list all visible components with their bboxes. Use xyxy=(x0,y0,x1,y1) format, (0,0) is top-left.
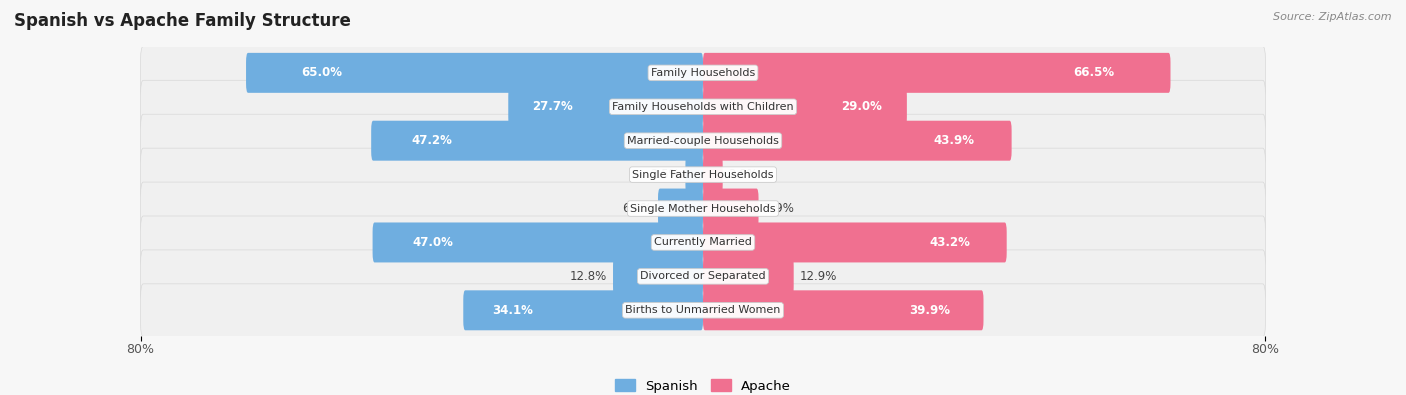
Text: 43.2%: 43.2% xyxy=(929,236,970,249)
Text: Currently Married: Currently Married xyxy=(654,237,752,247)
FancyBboxPatch shape xyxy=(371,121,703,161)
Text: Births to Unmarried Women: Births to Unmarried Women xyxy=(626,305,780,315)
Text: 6.4%: 6.4% xyxy=(623,202,652,215)
Text: 39.9%: 39.9% xyxy=(908,304,950,317)
FancyBboxPatch shape xyxy=(703,87,907,127)
Text: 65.0%: 65.0% xyxy=(301,66,342,79)
FancyBboxPatch shape xyxy=(141,182,1265,235)
Text: 2.5%: 2.5% xyxy=(650,168,681,181)
FancyBboxPatch shape xyxy=(246,53,703,93)
FancyBboxPatch shape xyxy=(703,53,1170,93)
Text: 12.9%: 12.9% xyxy=(799,270,837,283)
Text: Source: ZipAtlas.com: Source: ZipAtlas.com xyxy=(1274,12,1392,22)
Text: 34.1%: 34.1% xyxy=(492,304,533,317)
FancyBboxPatch shape xyxy=(703,290,984,330)
Text: 29.0%: 29.0% xyxy=(842,100,883,113)
Text: Married-couple Households: Married-couple Households xyxy=(627,136,779,146)
Text: Family Households: Family Households xyxy=(651,68,755,78)
FancyBboxPatch shape xyxy=(703,256,793,296)
Text: 47.0%: 47.0% xyxy=(412,236,453,249)
FancyBboxPatch shape xyxy=(141,216,1265,269)
FancyBboxPatch shape xyxy=(141,80,1265,133)
Text: Spanish vs Apache Family Structure: Spanish vs Apache Family Structure xyxy=(14,12,352,30)
Text: Single Mother Households: Single Mother Households xyxy=(630,203,776,214)
FancyBboxPatch shape xyxy=(141,148,1265,201)
FancyBboxPatch shape xyxy=(141,250,1265,303)
Text: 2.8%: 2.8% xyxy=(728,168,758,181)
Text: 27.7%: 27.7% xyxy=(531,100,572,113)
FancyBboxPatch shape xyxy=(658,188,703,229)
FancyBboxPatch shape xyxy=(509,87,703,127)
Text: Divorced or Separated: Divorced or Separated xyxy=(640,271,766,281)
FancyBboxPatch shape xyxy=(686,154,703,195)
Text: 12.8%: 12.8% xyxy=(571,270,607,283)
Text: 66.5%: 66.5% xyxy=(1073,66,1115,79)
Text: 47.2%: 47.2% xyxy=(411,134,451,147)
FancyBboxPatch shape xyxy=(141,284,1265,337)
Text: Single Father Households: Single Father Households xyxy=(633,169,773,180)
FancyBboxPatch shape xyxy=(141,114,1265,167)
FancyBboxPatch shape xyxy=(141,46,1265,99)
FancyBboxPatch shape xyxy=(703,121,1012,161)
FancyBboxPatch shape xyxy=(703,188,759,229)
Text: 7.9%: 7.9% xyxy=(765,202,794,215)
FancyBboxPatch shape xyxy=(703,154,723,195)
FancyBboxPatch shape xyxy=(613,256,703,296)
Text: 43.9%: 43.9% xyxy=(934,134,974,147)
Legend: Spanish, Apache: Spanish, Apache xyxy=(614,379,792,393)
FancyBboxPatch shape xyxy=(464,290,703,330)
FancyBboxPatch shape xyxy=(373,222,703,262)
Text: Family Households with Children: Family Households with Children xyxy=(612,102,794,112)
FancyBboxPatch shape xyxy=(703,222,1007,262)
